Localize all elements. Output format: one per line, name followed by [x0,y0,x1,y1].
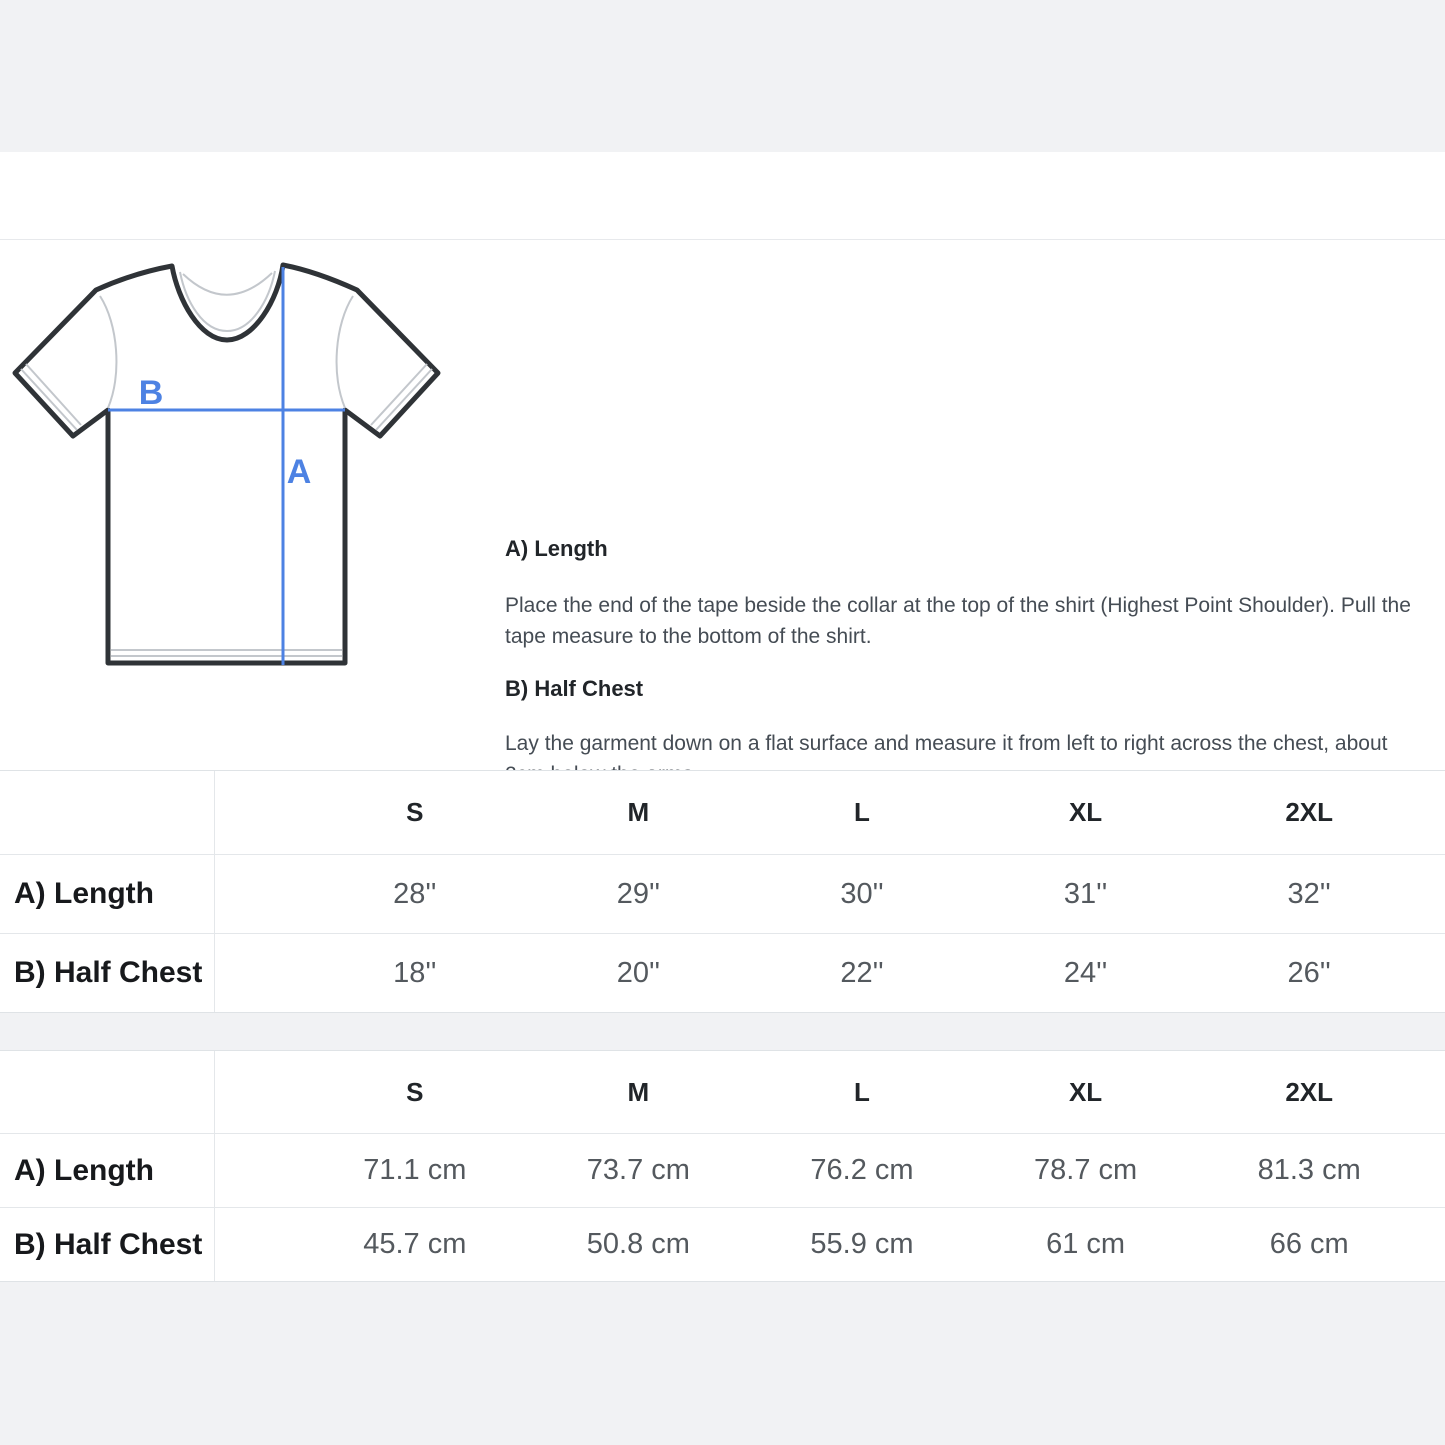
value-cell: 20'' [616,956,661,989]
tshirt-outline [12,262,441,666]
row-label: B) Half Chest [0,934,215,1012]
tshirt-measurement-diagram: B A [0,252,455,677]
value-cell: 32'' [1287,877,1331,910]
value-cell: 29'' [616,877,661,910]
value-cell: 66 cm [1269,1228,1349,1260]
column-header-l: L [854,1076,870,1107]
table-row-half-chest: B) Half Chest 45.7 cm 50.8 cm 55.9 cm 61… [0,1207,1445,1281]
value-cell: 55.9 cm [810,1228,914,1260]
column-header-2xl: 2XL [1285,1076,1334,1107]
table-spacer-cell [215,1134,303,1207]
table-spacer-cell [215,771,303,854]
table-row-length: A) Length 28'' 29'' 30'' 31'' 32'' [0,854,1445,933]
value-cell: 18'' [393,956,437,989]
value-cell: 61 cm [1046,1228,1126,1260]
table-corner-cell [0,1051,215,1133]
table-header-row: S M L XL 2XL [0,1051,1445,1133]
row-label: A) Length [0,855,215,933]
table-spacer-cell [215,1208,303,1281]
column-header-s: S [406,797,424,827]
content-area: B A A) Length Place the end of the tape … [0,240,1445,872]
value-cell: 50.8 cm [586,1228,690,1260]
measurement-label-a: A [287,453,312,491]
column-header-m: M [627,1076,650,1107]
table-row-length: A) Length 71.1 cm 73.7 cm 76.2 cm 78.7 c… [0,1133,1445,1207]
size-table-metric: S M L XL 2XL A) Length 71.1 cm 73.7 cm 7… [0,1050,1445,1282]
table-spacer-cell [215,1051,303,1133]
table-spacer-cell [215,855,303,933]
measurement-label-b: B [139,374,164,412]
value-cell: 31'' [1063,877,1108,910]
measuring-instructions: A) Length Place the end of the tape besi… [505,240,1430,872]
value-cell: 45.7 cm [363,1228,467,1260]
value-cell: 26'' [1287,956,1331,989]
column-header-xl: XL [1068,1076,1103,1107]
row-label: B) Half Chest [0,1208,215,1281]
size-guide-header: Size guide Metric (cm) Imperial (inches) [0,152,1445,371]
value-cell: 71.1 cm [363,1154,467,1186]
half-chest-heading: B) Half Chest [505,676,644,701]
table-corner-cell [0,771,215,854]
value-cell: 78.7 cm [1034,1154,1138,1186]
value-cell: 28'' [393,877,437,910]
value-cell: 22'' [840,956,884,989]
column-header-l: L [854,797,870,827]
value-cell: 81.3 cm [1257,1154,1361,1186]
table-row-half-chest: B) Half Chest 18'' 20'' 22'' 24'' 26'' [0,933,1445,1012]
value-cell: 76.2 cm [810,1154,914,1186]
value-cell: 24'' [1063,956,1108,989]
value-cell: 73.7 cm [586,1154,690,1186]
column-header-xl: XL [1068,797,1103,827]
row-label: A) Length [0,1134,215,1207]
length-description: Place the end of the tape beside the col… [505,594,1411,648]
value-cell: 30'' [840,877,884,910]
column-header-m: M [627,797,650,827]
table-header-row: S M L XL 2XL [0,771,1445,854]
size-table-imperial: S M L XL 2XL A) Length 28'' 29'' 30'' 31… [0,770,1445,1013]
column-header-2xl: 2XL [1285,797,1334,827]
length-heading: A) Length [505,536,608,561]
column-header-s: S [406,1076,424,1107]
table-spacer-cell [215,934,303,1012]
